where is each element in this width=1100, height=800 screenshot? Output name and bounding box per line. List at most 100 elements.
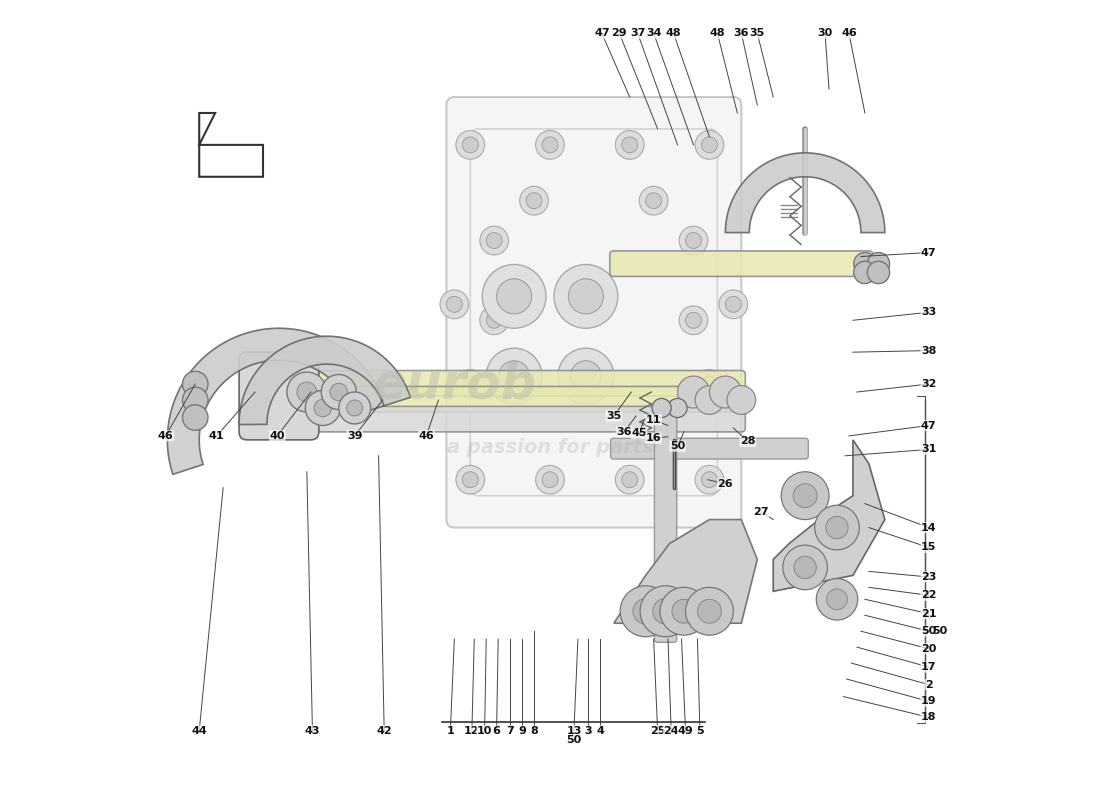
Circle shape — [646, 193, 661, 209]
Text: 10: 10 — [477, 726, 493, 736]
Text: a passion for parts: a passion for parts — [447, 438, 653, 458]
Circle shape — [486, 233, 503, 249]
Circle shape — [793, 484, 817, 508]
Text: 7: 7 — [506, 726, 514, 736]
FancyBboxPatch shape — [471, 129, 717, 496]
Circle shape — [297, 382, 317, 402]
Circle shape — [652, 398, 671, 418]
Text: 20: 20 — [921, 644, 936, 654]
Circle shape — [447, 296, 462, 312]
Circle shape — [815, 506, 859, 550]
Text: 50: 50 — [566, 735, 582, 746]
Text: 29: 29 — [612, 28, 627, 38]
Circle shape — [183, 371, 208, 397]
FancyBboxPatch shape — [447, 97, 741, 527]
Circle shape — [314, 399, 331, 417]
Text: 28: 28 — [740, 437, 756, 446]
Circle shape — [826, 589, 847, 610]
Polygon shape — [239, 336, 410, 425]
Polygon shape — [773, 440, 884, 591]
Circle shape — [526, 193, 542, 209]
Circle shape — [536, 130, 564, 159]
Circle shape — [695, 386, 724, 414]
Circle shape — [685, 233, 702, 249]
Text: 8: 8 — [530, 726, 538, 736]
Circle shape — [702, 137, 717, 153]
Circle shape — [719, 290, 748, 318]
Circle shape — [621, 137, 638, 153]
Circle shape — [558, 348, 614, 404]
Text: 47: 47 — [921, 247, 936, 258]
Circle shape — [542, 472, 558, 488]
Text: 13: 13 — [566, 726, 582, 736]
Text: 30: 30 — [817, 28, 833, 38]
Circle shape — [455, 130, 485, 159]
Circle shape — [486, 348, 542, 404]
Circle shape — [678, 376, 710, 408]
Text: 19: 19 — [921, 696, 936, 706]
Circle shape — [536, 466, 564, 494]
Text: 12: 12 — [464, 726, 480, 736]
Text: 44: 44 — [191, 726, 207, 736]
Text: 1: 1 — [447, 726, 454, 736]
FancyBboxPatch shape — [654, 413, 676, 642]
Circle shape — [554, 265, 618, 328]
Text: eurob: eurob — [372, 360, 537, 408]
Circle shape — [695, 130, 724, 159]
Text: 18: 18 — [921, 712, 936, 722]
Circle shape — [569, 279, 604, 314]
Text: 50: 50 — [921, 626, 936, 636]
Text: 11: 11 — [646, 415, 661, 425]
Text: 15: 15 — [921, 542, 936, 553]
Circle shape — [826, 516, 848, 538]
Text: 26: 26 — [717, 478, 734, 489]
Circle shape — [462, 376, 478, 392]
Text: 31: 31 — [921, 445, 936, 454]
Circle shape — [621, 472, 638, 488]
FancyBboxPatch shape — [243, 406, 746, 432]
Circle shape — [783, 545, 827, 590]
Circle shape — [306, 390, 340, 426]
Text: 50: 50 — [670, 442, 685, 451]
Circle shape — [816, 578, 858, 620]
Text: 2: 2 — [925, 680, 933, 690]
Circle shape — [486, 312, 503, 328]
Circle shape — [287, 372, 327, 412]
Circle shape — [455, 466, 485, 494]
Text: 3: 3 — [584, 726, 592, 736]
Text: 16: 16 — [646, 434, 661, 443]
Circle shape — [498, 361, 529, 391]
Circle shape — [455, 370, 485, 398]
FancyBboxPatch shape — [609, 251, 873, 277]
Text: 23: 23 — [921, 572, 936, 582]
Text: 25: 25 — [650, 726, 666, 736]
Circle shape — [480, 306, 508, 334]
Circle shape — [639, 186, 668, 215]
Circle shape — [685, 587, 734, 635]
Text: 21: 21 — [921, 609, 936, 618]
Polygon shape — [199, 113, 263, 177]
Circle shape — [854, 253, 876, 275]
Circle shape — [679, 226, 708, 255]
FancyBboxPatch shape — [610, 438, 808, 459]
Circle shape — [462, 472, 478, 488]
Circle shape — [330, 383, 348, 401]
Circle shape — [725, 296, 741, 312]
Text: 38: 38 — [921, 346, 936, 355]
Text: 17: 17 — [921, 662, 936, 672]
Text: 35: 35 — [750, 28, 764, 38]
Circle shape — [685, 312, 702, 328]
Circle shape — [695, 370, 724, 398]
Circle shape — [854, 262, 876, 284]
Text: 47: 47 — [921, 421, 936, 430]
Circle shape — [660, 587, 708, 635]
Circle shape — [679, 306, 708, 334]
Text: 47: 47 — [594, 28, 609, 38]
Text: 22: 22 — [921, 590, 936, 600]
Text: 50: 50 — [933, 626, 948, 636]
Text: 6: 6 — [493, 726, 500, 736]
Circle shape — [652, 598, 679, 624]
Circle shape — [519, 186, 549, 215]
Circle shape — [615, 130, 645, 159]
Text: 48: 48 — [666, 28, 681, 38]
